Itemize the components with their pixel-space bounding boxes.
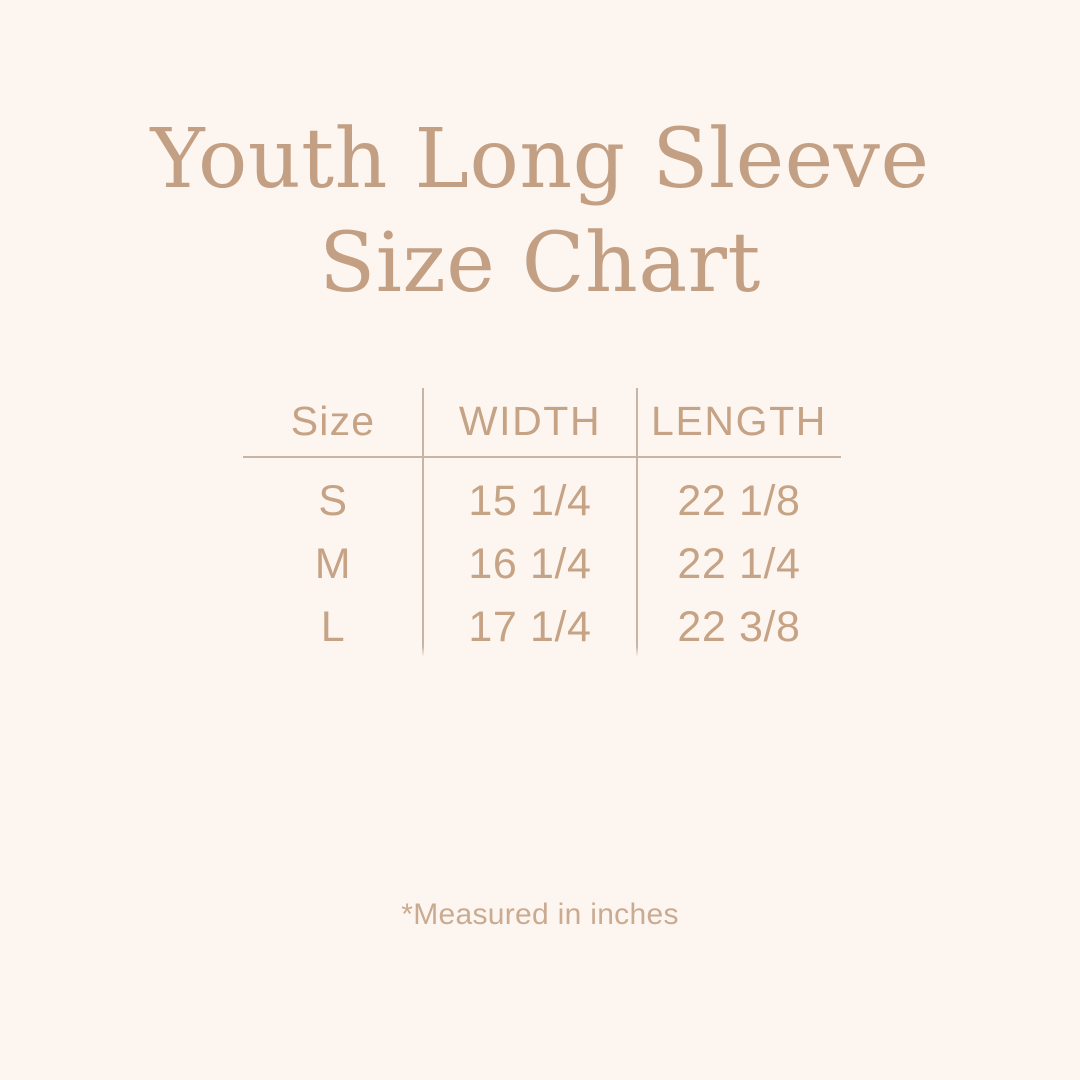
page-title: Youth Long Sleeve Size Chart — [0, 108, 1080, 316]
column-header-size: Size — [243, 386, 423, 458]
cell-width: 17 1/4 — [468, 603, 592, 651]
column-divider-2 — [636, 388, 638, 657]
page-title-line-1: Youth Long Sleeve — [150, 112, 930, 207]
cell-size: M — [314, 540, 352, 588]
cell-length: 22 1/4 — [677, 540, 801, 588]
size-table-body: S 15 1/4 22 1/8 M 16 1/4 22 1/4 L 17 1/4… — [243, 457, 841, 659]
size-table-container: Size WIDTH LENGTH S 15 1/4 22 1/8 M 16 1… — [243, 386, 841, 659]
column-header-length: LENGTH — [637, 386, 841, 458]
column-divider-1 — [422, 388, 424, 657]
cell-size: L — [320, 603, 346, 651]
page-title-line-2: Size Chart — [319, 216, 761, 311]
cell-length: 22 3/8 — [677, 603, 801, 651]
table-header-row: Size WIDTH LENGTH — [243, 386, 841, 458]
table-row: L 17 1/4 22 3/8 — [243, 596, 841, 659]
cell-width: 15 1/4 — [468, 477, 592, 525]
size-table: Size WIDTH LENGTH S 15 1/4 22 1/8 M 16 1… — [243, 386, 841, 659]
measurement-footnote: *Measured in inches — [401, 898, 679, 931]
cell-size: S — [318, 477, 348, 525]
size-table-header: Size WIDTH LENGTH — [243, 386, 841, 458]
column-header-width: WIDTH — [423, 386, 637, 458]
table-row: S 15 1/4 22 1/8 — [243, 457, 841, 533]
cell-width: 16 1/4 — [468, 540, 592, 588]
cell-length: 22 1/8 — [677, 477, 801, 525]
table-row: M 16 1/4 22 1/4 — [243, 533, 841, 596]
